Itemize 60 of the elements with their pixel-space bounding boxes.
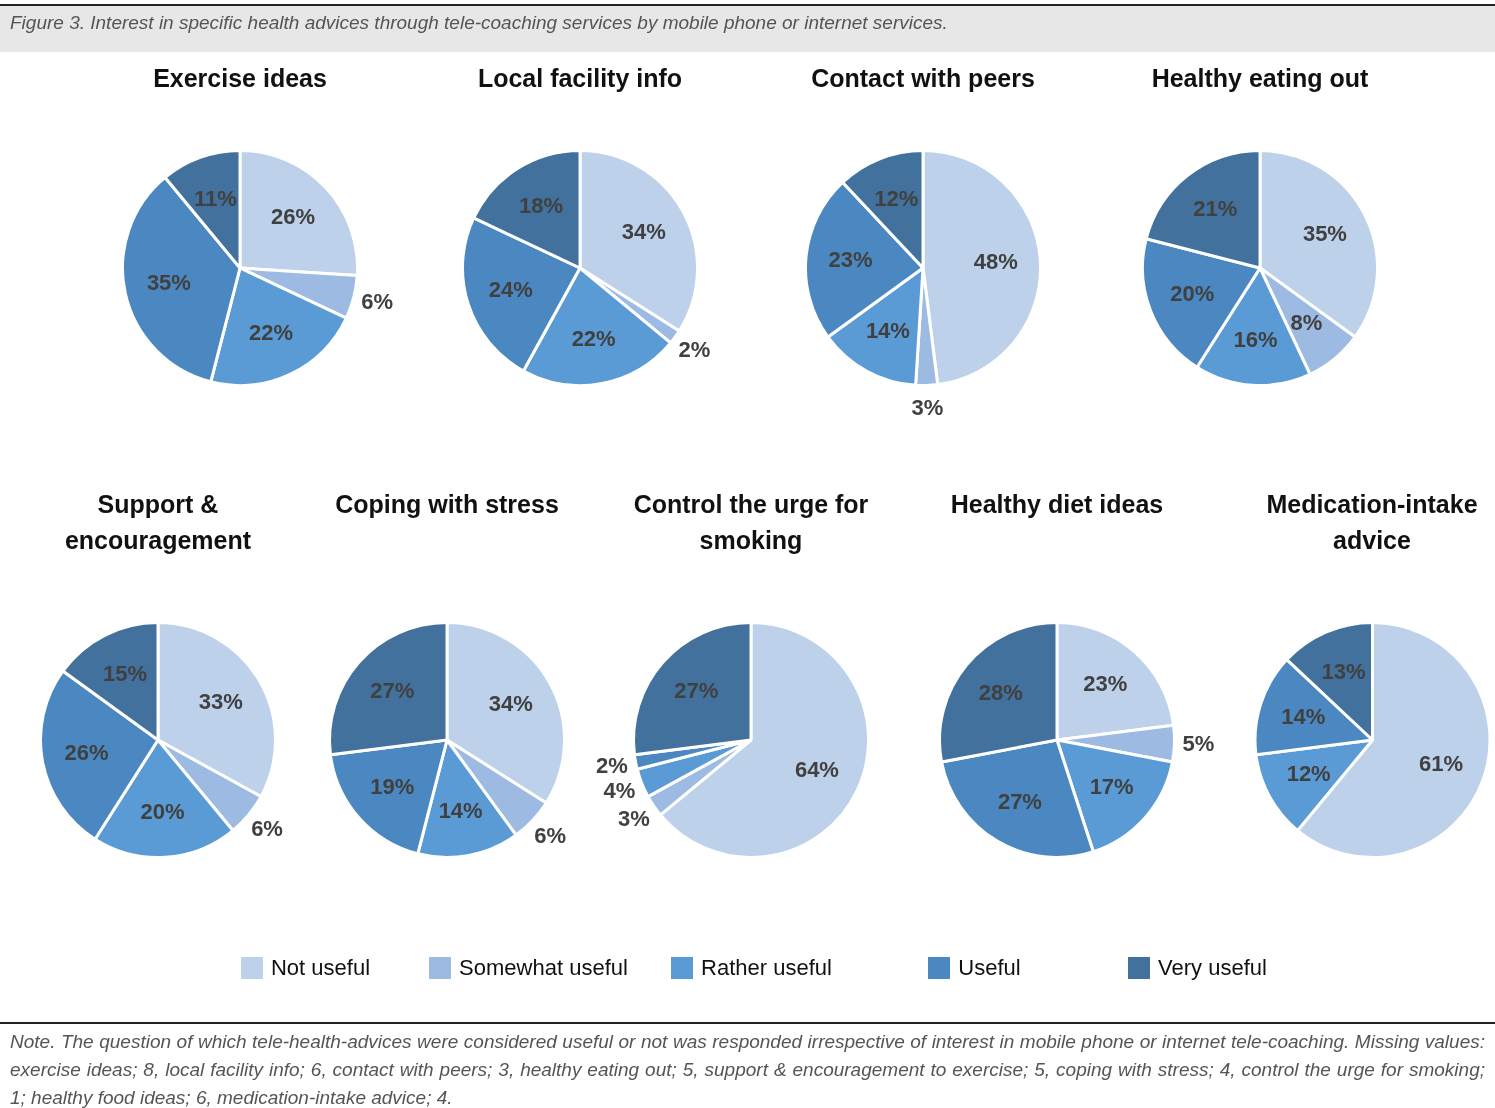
chart-title: Healthy eating out — [1150, 63, 1370, 94]
data-label: 27% — [997, 788, 1042, 814]
legend-label: Rather useful — [701, 955, 832, 981]
data-label: 27% — [370, 677, 415, 703]
chart-title: Contact with peers — [810, 63, 1036, 94]
data-label: 18% — [518, 192, 563, 218]
data-label: 13% — [1321, 659, 1366, 685]
chart-title: Local facility info — [476, 63, 684, 94]
data-label: 35% — [1302, 220, 1347, 246]
text: Note. The question of which tele-health-advices were considered useful or not was responded irrespective of interest in mobile phone or internet tele-coaching. Missing values: exercise ideas; 8, local facility info; 6, contact with peers; 3, healthy eating out; 5, support & encouragement to exercise; 5, coping with stress; 4, control the urge for smoking; 1; healthy food ideas; 6, medication-intake advice; 4. — [0, 1022, 1495, 1108]
chart-title: Healthy diet ideas — [949, 489, 1165, 520]
data-label: 21% — [1193, 196, 1238, 222]
data-label: 23% — [828, 247, 873, 273]
data-label: 6% — [361, 289, 393, 315]
data-label: 14% — [865, 317, 910, 343]
caption: Figure 3. Interest in specific health advices through tele-coaching services by mobile phone or internet services. — [0, 4, 1495, 52]
data-label: 2% — [678, 337, 711, 363]
data-label: 16% — [1233, 326, 1278, 352]
data-label: 15% — [102, 661, 147, 687]
legend-label: Useful — [958, 955, 1021, 981]
data-label: 64% — [794, 757, 839, 783]
data-label: 24% — [488, 276, 533, 302]
data-label: 6% — [534, 822, 567, 848]
data-label: 5% — [1182, 730, 1215, 756]
chart-title: Exercise ideas — [152, 63, 328, 94]
chart-title: Support & encouragement — [63, 489, 253, 556]
data-label: 20% — [140, 798, 185, 824]
data-label: 48% — [973, 249, 1018, 275]
data-label: 14% — [1281, 703, 1326, 729]
chart-title: Control the urge for smoking — [632, 489, 870, 556]
data-label: 26% — [271, 204, 316, 230]
chart-title: Coping with stress — [334, 489, 560, 520]
chart-title: Medication-intake advice — [1265, 489, 1479, 556]
data-label: 23% — [1083, 671, 1128, 697]
data-label: 22% — [571, 325, 616, 351]
data-label: 61% — [1419, 750, 1464, 776]
data-label: 17% — [1089, 774, 1134, 800]
data-label: 33% — [198, 688, 243, 714]
data-label: 34% — [488, 690, 533, 716]
legend-label: Not useful — [270, 955, 371, 981]
data-label: 8% — [1290, 310, 1323, 336]
data-label: 35% — [146, 269, 191, 295]
data-label: 19% — [370, 774, 415, 800]
data-label: 20% — [1170, 280, 1215, 306]
data-label: 3% — [911, 395, 944, 421]
data-label: 12% — [874, 186, 919, 212]
data-label: 34% — [621, 218, 666, 244]
data-label: 6% — [251, 816, 283, 842]
data-label: 26% — [64, 739, 109, 765]
data-label: 12% — [1286, 761, 1331, 787]
data-label: 14% — [438, 797, 483, 823]
legend-label: Somewhat useful — [459, 955, 628, 981]
data-label: 4% — [603, 778, 636, 804]
data-label: 28% — [978, 679, 1023, 705]
data-label: 22% — [248, 319, 294, 345]
legend-label: Very useful — [1158, 955, 1267, 981]
data-label: 3% — [618, 805, 650, 831]
data-label: 2% — [596, 752, 628, 778]
data-label: 27% — [674, 677, 719, 703]
data-label: 11% — [193, 185, 237, 211]
